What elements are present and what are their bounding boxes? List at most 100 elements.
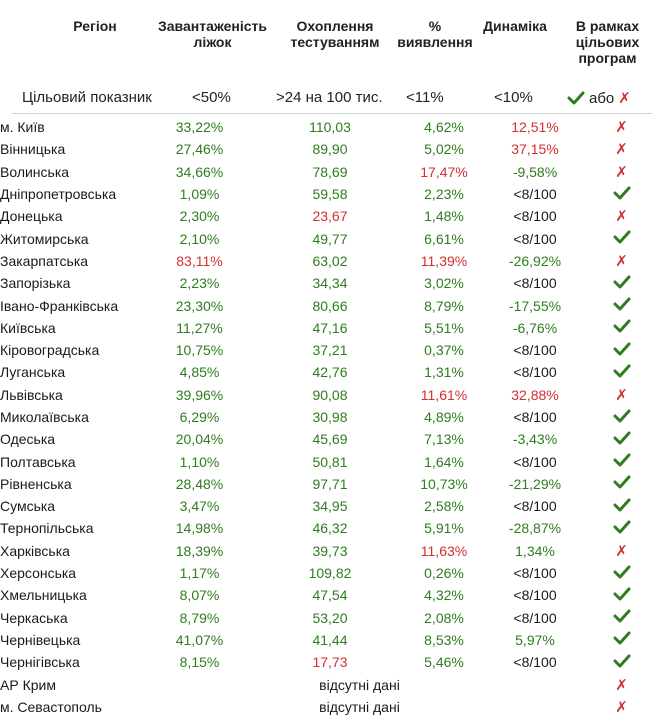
detection-value: 2,23% bbox=[424, 186, 464, 203]
beds-value: 1,10% bbox=[179, 453, 220, 470]
detection-value: 4,32% bbox=[424, 587, 464, 604]
region-name: м. Київ bbox=[0, 119, 45, 136]
check-icon bbox=[613, 275, 630, 289]
program-status bbox=[581, 517, 662, 539]
region-name: Хмельницька bbox=[0, 587, 87, 604]
program-status bbox=[581, 450, 662, 472]
program-status bbox=[581, 607, 662, 629]
target-detection: <11% bbox=[406, 89, 444, 106]
dynamics-value: 12,51% bbox=[511, 119, 559, 136]
beds-value: 10,75% bbox=[175, 342, 224, 359]
check-icon bbox=[613, 587, 630, 601]
check-icon bbox=[613, 319, 630, 333]
testing-value: 89,90 bbox=[312, 141, 348, 158]
region-name: Полтавська bbox=[0, 453, 76, 470]
dynamics-value: <8/100 bbox=[513, 409, 557, 425]
table-row: Тернопільська 14,98% 46,32 5,91% -28,87% bbox=[0, 517, 662, 539]
header-region: Регіон bbox=[73, 18, 117, 34]
dynamics-value: -9,58% bbox=[512, 163, 558, 180]
program-status: ✗ bbox=[581, 161, 662, 183]
testing-value: 47,16 bbox=[312, 319, 348, 336]
detection-value: 11,39% bbox=[420, 252, 468, 269]
header-programs-line2: цільових bbox=[575, 34, 640, 50]
beds-value: 33,22% bbox=[175, 119, 224, 136]
check-icon bbox=[613, 475, 630, 489]
region-name: Запорізька bbox=[0, 275, 71, 292]
testing-value: 59,58 bbox=[312, 186, 348, 203]
detection-value: 1,48% bbox=[424, 208, 464, 225]
region-name: Донецька bbox=[0, 208, 63, 225]
program-status: ✗ bbox=[581, 673, 662, 695]
table-row: Луганська 4,85% 42,76 1,31% <8/100 bbox=[0, 361, 662, 383]
program-status bbox=[581, 629, 662, 651]
testing-value: 53,20 bbox=[312, 609, 348, 626]
check-icon bbox=[613, 498, 630, 512]
check-icon bbox=[613, 609, 630, 623]
dynamics-value: <8/100 bbox=[513, 498, 557, 515]
dynamics-value: 5,97% bbox=[515, 631, 555, 648]
check-icon bbox=[613, 297, 630, 311]
check-icon bbox=[613, 453, 630, 467]
testing-value: 34,95 bbox=[312, 498, 348, 515]
table-row: Херсонська 1,17% 109,82 0,26% <8/100 bbox=[0, 562, 662, 584]
region-name: Львівська bbox=[0, 386, 63, 403]
detection-value: 11,63% bbox=[420, 542, 468, 559]
beds-value: 18,39% bbox=[175, 542, 224, 559]
beds-value: 2,30% bbox=[179, 208, 220, 225]
header-detection-line1: % bbox=[428, 18, 442, 34]
region-name: Рівненська bbox=[0, 475, 72, 492]
table-row: Кіровоградська 10,75% 37,21 0,37% <8/100 bbox=[0, 339, 662, 361]
table-row: Рівненська 28,48% 97,71 10,73% -21,29% bbox=[0, 473, 662, 495]
table-row: м. Севастополь відсутні дані ✗ bbox=[0, 696, 662, 718]
program-status bbox=[581, 294, 662, 316]
beds-value: 11,27% bbox=[176, 319, 223, 336]
region-name: Одеська bbox=[0, 431, 56, 448]
program-status bbox=[581, 183, 662, 205]
program-status bbox=[581, 339, 662, 361]
header-detection-line2: виявлення bbox=[397, 34, 473, 50]
table-row: Закарпатська 83,11% 63,02 11,39% -26,92% ✗ bbox=[0, 250, 662, 272]
region-name: Івано-Франківська bbox=[0, 297, 119, 314]
cross-icon: ✗ bbox=[615, 698, 628, 716]
testing-value: 23,67 bbox=[312, 208, 348, 225]
dynamics-value: -3,43% bbox=[512, 431, 558, 448]
testing-value: 37,21 bbox=[312, 342, 348, 359]
region-name: Київська bbox=[0, 319, 56, 336]
dynamics-value: -28,87% bbox=[508, 520, 562, 537]
detection-value: 0,37% bbox=[424, 342, 464, 359]
testing-value: 80,66 bbox=[312, 297, 348, 314]
region-name: Миколаївська bbox=[0, 409, 89, 425]
header-beds-line2: ліжок bbox=[193, 34, 232, 50]
check-icon bbox=[613, 565, 630, 579]
dynamics-value: 37,15% bbox=[511, 141, 559, 158]
testing-value: 49,77 bbox=[312, 230, 348, 247]
beds-value: 41,07% bbox=[175, 631, 224, 648]
detection-value: 6,61% bbox=[424, 230, 464, 247]
cross-icon: ✗ bbox=[615, 252, 628, 270]
beds-value: 1,09% bbox=[179, 186, 220, 203]
table-row: АР Крим відсутні дані ✗ bbox=[0, 673, 662, 695]
table-header: Регіон Завантаженість ліжок Охоплення те… bbox=[0, 0, 662, 82]
cross-icon: ✗ bbox=[615, 386, 628, 404]
detection-value: 4,89% bbox=[424, 409, 464, 425]
check-icon bbox=[613, 409, 630, 422]
testing-value: 45,69 bbox=[312, 431, 348, 448]
header-divider bbox=[12, 113, 652, 114]
testing-value: 34,34 bbox=[312, 275, 348, 292]
detection-value: 0,26% bbox=[424, 565, 464, 582]
region-name: Чернігівська bbox=[0, 654, 80, 671]
table-row: Полтавська 1,10% 50,81 1,64% <8/100 bbox=[0, 450, 662, 472]
testing-value: 30,98 bbox=[312, 409, 348, 425]
cross-icon: ✗ bbox=[615, 141, 628, 159]
beds-value: 2,23% bbox=[179, 275, 220, 292]
cross-icon: ✗ bbox=[615, 119, 628, 137]
beds-value: 14,98% bbox=[175, 520, 224, 537]
table-row: Київська 11,27% 47,16 5,51% -6,76% bbox=[0, 317, 662, 339]
program-status: ✗ bbox=[581, 205, 662, 227]
header-beds: Завантаженість ліжок bbox=[150, 18, 275, 50]
dynamics-value: <8/100 bbox=[513, 230, 557, 247]
detection-value: 7,13% bbox=[424, 431, 464, 448]
table-row: Вінницька 27,46% 89,90 5,02% 37,15% ✗ bbox=[0, 138, 662, 160]
table-row: Волинська 34,66% 78,69 17,47% -9,58% ✗ bbox=[0, 161, 662, 183]
table-row: Харківська 18,39% 39,73 11,63% 1,34% ✗ bbox=[0, 540, 662, 562]
